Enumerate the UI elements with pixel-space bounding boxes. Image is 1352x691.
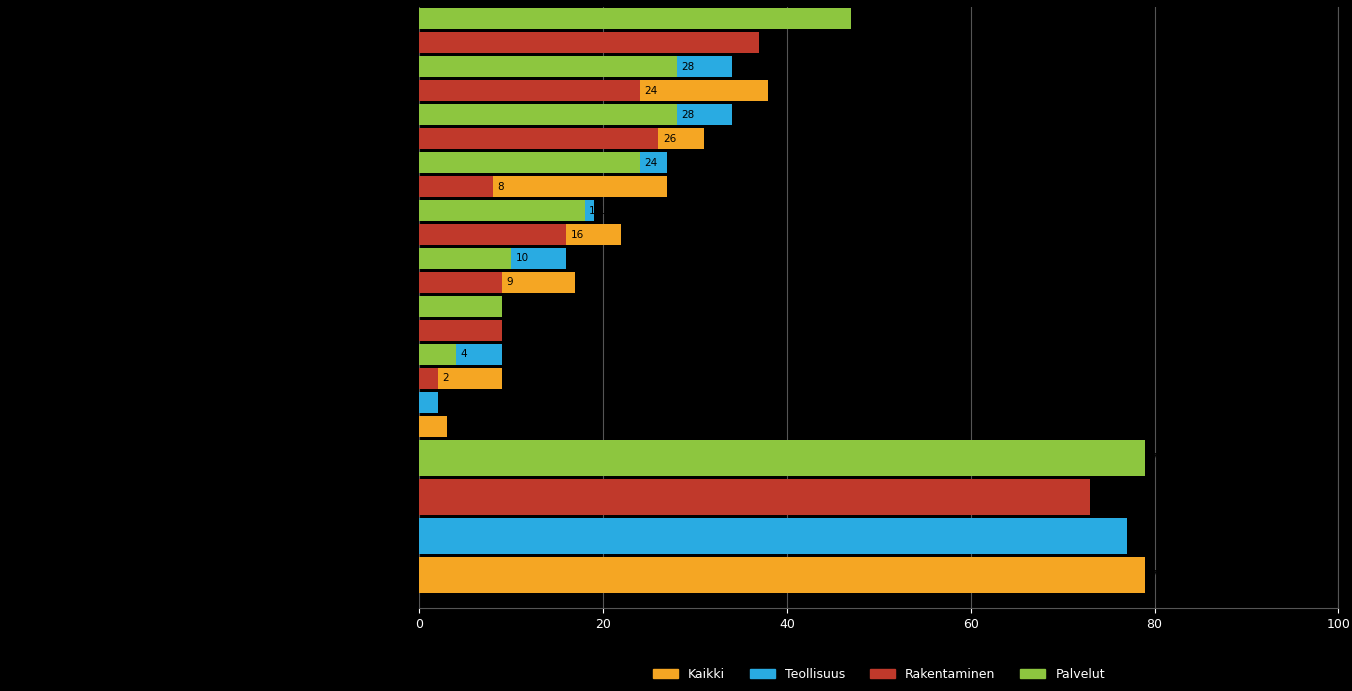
Bar — [419, 80, 639, 102]
Text: 9: 9 — [507, 325, 514, 335]
Bar — [419, 296, 502, 317]
Text: 28: 28 — [681, 61, 695, 72]
Bar — [419, 248, 511, 269]
Text: 10: 10 — [515, 254, 529, 263]
Bar — [419, 176, 668, 197]
Text: 8: 8 — [498, 182, 504, 191]
Bar — [419, 32, 760, 53]
Text: 47: 47 — [856, 14, 869, 24]
Bar — [419, 56, 676, 77]
Text: 16: 16 — [571, 229, 584, 240]
Text: 2: 2 — [442, 397, 449, 407]
Bar — [419, 272, 502, 293]
Bar — [419, 344, 502, 365]
Bar — [419, 8, 852, 30]
Bar — [419, 344, 456, 365]
Bar — [419, 272, 576, 293]
Bar — [419, 439, 1145, 476]
Bar — [419, 248, 566, 269]
Bar — [419, 80, 768, 102]
Text: 16: 16 — [571, 254, 584, 263]
Text: 73: 73 — [1095, 492, 1109, 502]
Text: 79: 79 — [1151, 570, 1163, 580]
Text: 24: 24 — [645, 158, 657, 168]
Bar — [419, 320, 502, 341]
Text: 9: 9 — [507, 301, 514, 312]
Bar — [419, 320, 502, 341]
Text: 28: 28 — [681, 110, 695, 120]
Text: 3: 3 — [452, 422, 458, 431]
Text: 2: 2 — [442, 373, 449, 384]
Bar — [419, 200, 584, 221]
Bar — [419, 416, 446, 437]
Bar — [419, 104, 676, 125]
Text: 17: 17 — [580, 278, 594, 287]
Text: 31: 31 — [708, 133, 722, 144]
Text: 79: 79 — [1151, 453, 1163, 463]
Bar — [419, 152, 639, 173]
Bar — [419, 104, 731, 125]
Bar — [419, 128, 658, 149]
Text: 77: 77 — [1132, 531, 1145, 541]
Text: 38: 38 — [773, 86, 787, 96]
Text: 27: 27 — [672, 182, 685, 191]
Bar — [419, 368, 438, 389]
Text: 9: 9 — [507, 325, 514, 335]
Bar — [419, 176, 492, 197]
Bar — [419, 368, 502, 389]
Text: 9: 9 — [507, 278, 514, 287]
Text: 18: 18 — [589, 205, 603, 216]
Text: 4: 4 — [461, 350, 468, 359]
Bar — [419, 200, 594, 221]
Bar — [419, 224, 566, 245]
Bar — [419, 392, 438, 413]
Text: 19: 19 — [599, 205, 611, 216]
Bar — [419, 128, 704, 149]
Legend: Kaikki, Teollisuus, Rakentaminen, Palvelut: Kaikki, Teollisuus, Rakentaminen, Palvel… — [648, 663, 1110, 686]
Text: 9: 9 — [507, 350, 514, 359]
Text: 34: 34 — [737, 61, 749, 72]
Text: 37: 37 — [764, 38, 777, 48]
Bar — [419, 518, 1128, 554]
Text: 27: 27 — [672, 158, 685, 168]
Bar — [419, 296, 502, 317]
Text: 9: 9 — [507, 373, 514, 384]
Text: 9: 9 — [507, 301, 514, 312]
Text: 24: 24 — [645, 86, 657, 96]
Text: 22: 22 — [626, 229, 639, 240]
Bar — [419, 558, 1145, 594]
Text: 34: 34 — [737, 110, 749, 120]
Bar — [419, 152, 668, 173]
Bar — [419, 224, 622, 245]
Bar — [419, 479, 1090, 515]
Bar — [419, 56, 731, 77]
Text: 26: 26 — [662, 133, 676, 144]
